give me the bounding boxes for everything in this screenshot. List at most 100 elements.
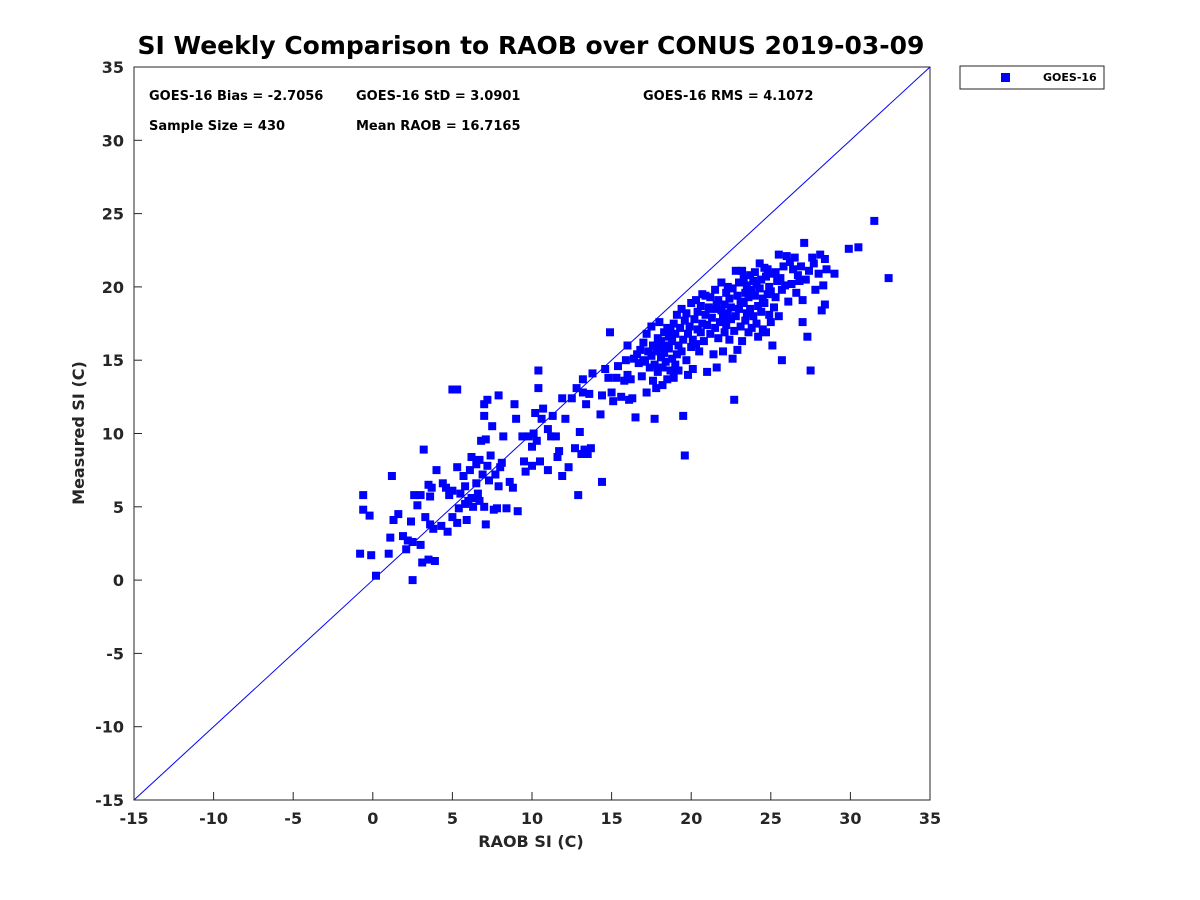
x-tick-label: -10 [199,809,228,828]
data-point [736,322,745,331]
data-point [777,285,786,294]
data-point [684,370,692,379]
legend-marker [1001,73,1010,82]
data-point [491,470,500,479]
data-point [356,549,365,558]
data-point [684,329,692,338]
data-point [631,413,640,422]
x-axis-label: RAOB SI (C) [478,832,583,851]
data-point [688,335,697,344]
data-point [795,277,804,285]
data-point [578,388,587,397]
data-point [771,268,780,277]
data-point [666,366,675,375]
y-tick-label: 25 [102,205,124,224]
data-point [669,319,678,328]
data-point [499,432,508,441]
data-point [735,278,743,287]
data-point [682,309,691,318]
data-point [771,293,780,302]
legend: GOES-16 [959,65,1105,90]
data-point [714,334,723,343]
data-point [752,280,761,288]
data-point [475,455,484,464]
data-point [485,476,493,485]
data-point [534,384,543,393]
data-point [747,323,756,332]
data-point [739,299,748,307]
data-point [717,306,726,315]
data-point [660,348,669,357]
data-point [426,492,435,501]
data-point [727,315,735,324]
data-point [480,502,489,511]
data-point [715,318,724,327]
data-point [647,322,656,331]
data-point [680,316,689,325]
data-point [505,477,514,486]
data-point [766,287,775,296]
data-point [456,489,465,498]
x-tick-label: 25 [760,809,782,828]
data-point [467,494,476,502]
data-point [644,347,653,356]
data-point [567,394,576,403]
data-point [782,252,791,261]
data-point [664,344,673,353]
data-point [707,313,716,322]
data-point [459,472,468,480]
chart-title: SI Weekly Comparison to RAOB over CONUS … [138,31,925,60]
data-point [628,394,637,403]
data-point [543,466,552,475]
data-point [578,375,587,384]
data-point [676,323,685,332]
data-point [467,453,476,461]
data-point [725,294,734,303]
data-point [642,329,651,338]
data-point [695,347,704,356]
data-point [674,366,683,375]
data-point [754,332,763,341]
data-point [723,282,732,291]
data-point [687,299,696,307]
data-point [472,460,481,469]
data-point [639,338,648,347]
data-point [408,576,417,585]
data-point [776,274,785,283]
data-point [403,536,412,545]
data-point [575,428,584,436]
data-point [473,489,482,498]
data-point [621,356,630,365]
data-point [571,444,579,453]
data-point [706,293,715,302]
data-point [508,483,517,492]
data-point [539,404,548,413]
x-tick-label: 15 [600,809,622,828]
data-point [720,328,729,337]
data-point [744,328,753,337]
data-point [609,397,618,406]
data-point [416,491,425,500]
data-point [690,315,699,324]
data-point [528,442,536,451]
data-point [657,337,665,346]
data-point [488,422,497,431]
y-axis-label: Measured SI (C) [69,361,88,505]
data-point [520,457,528,466]
data-point [679,335,688,344]
data-point [703,321,712,329]
data-point [738,337,747,346]
data-point [534,366,543,375]
data-point [787,280,796,288]
y-tick-label: -5 [106,644,124,663]
data-point [649,341,657,350]
data-point [372,571,380,580]
data-point [733,291,742,300]
data-point [442,483,450,492]
data-point [693,307,702,316]
data-point [477,436,486,445]
data-point [596,410,605,419]
data-point [429,524,438,533]
data-point [698,319,707,328]
x-tick-label: 20 [680,809,702,828]
